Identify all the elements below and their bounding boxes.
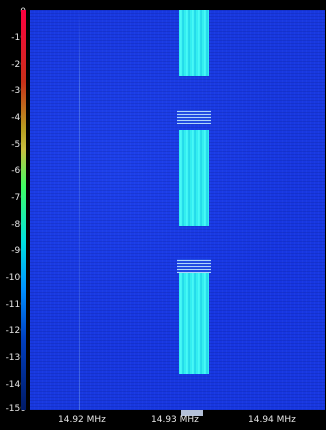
color-scale-bar: [21, 10, 26, 410]
signal-trace: [179, 10, 209, 76]
waterfall-display[interactable]: [30, 10, 325, 410]
y-tick-label: -30: [11, 86, 26, 96]
y-tick-label: -120: [5, 326, 26, 336]
tuning-marker[interactable]: [181, 410, 203, 416]
y-tick-label: -130: [5, 353, 26, 363]
y-tick-label: -150: [5, 404, 26, 414]
y-tick-label: -60: [11, 166, 26, 176]
x-tick-label: 14.94 MHz: [248, 415, 296, 425]
y-tick-label: -80: [11, 220, 26, 230]
y-tick-label: -70: [11, 193, 26, 203]
y-tick-label: -110: [5, 300, 26, 310]
frequency-axis: 14.92 MHz 14.93 MHz 14.94 MHz: [30, 410, 325, 430]
x-tick-label: 14.93 MHz: [151, 415, 199, 425]
y-tick-label: -40: [11, 113, 26, 123]
y-tick-label: -20: [11, 60, 26, 70]
y-tick-label: -100: [5, 273, 26, 283]
signal-burst: [177, 110, 211, 124]
y-tick-label: -90: [11, 246, 26, 256]
y-axis: 0 -10 -20 -30 -40 -50 -60 -70 -80 -90 -1…: [0, 0, 30, 415]
y-tick-label: -10: [11, 33, 26, 43]
y-tick-label: -50: [11, 140, 26, 150]
weak-carrier-trace: [79, 10, 80, 410]
noise-floor: [30, 10, 325, 410]
signal-burst: [177, 259, 211, 273]
signal-trace: [179, 273, 209, 374]
signal-trace: [179, 130, 209, 226]
y-tick-label: -140: [5, 380, 26, 390]
x-tick-label: 14.92 MHz: [58, 415, 106, 425]
